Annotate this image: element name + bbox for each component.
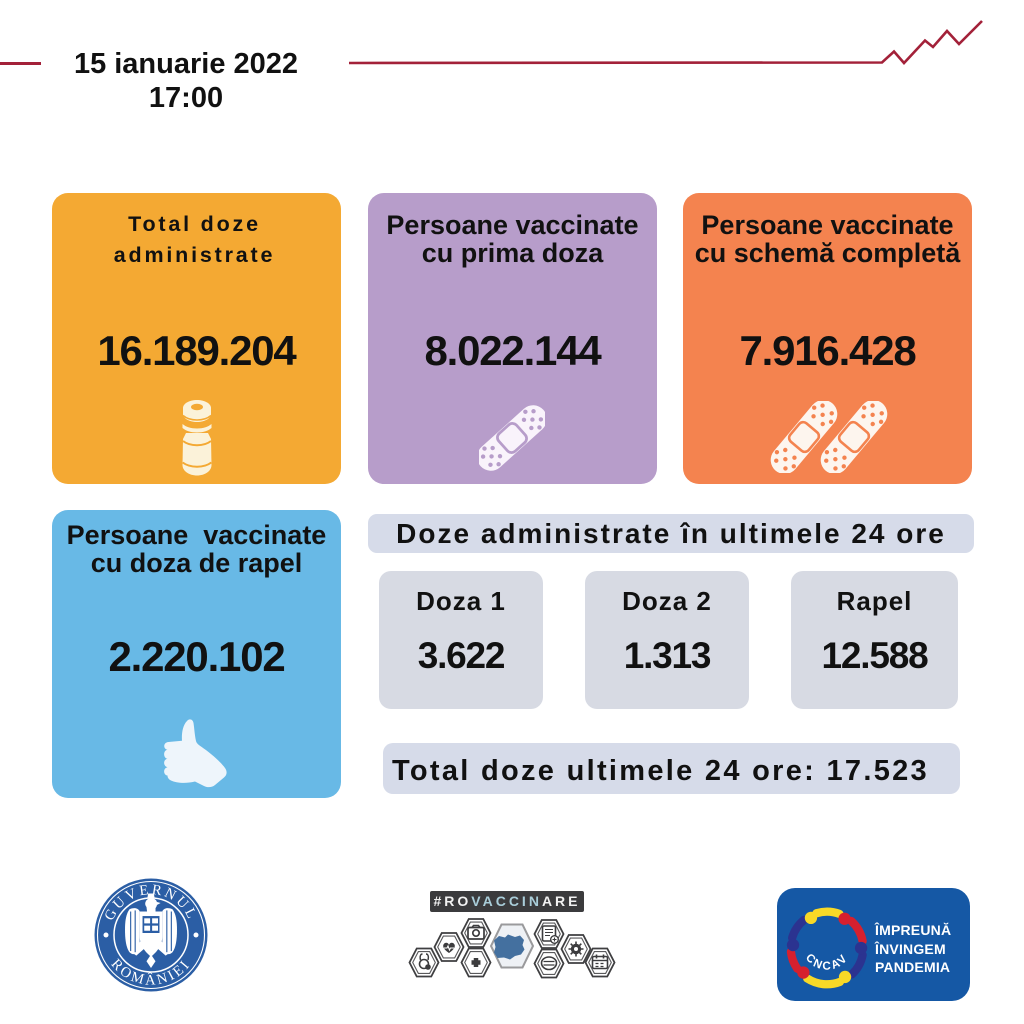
svg-text:CNCAV: CNCAV bbox=[803, 952, 851, 973]
